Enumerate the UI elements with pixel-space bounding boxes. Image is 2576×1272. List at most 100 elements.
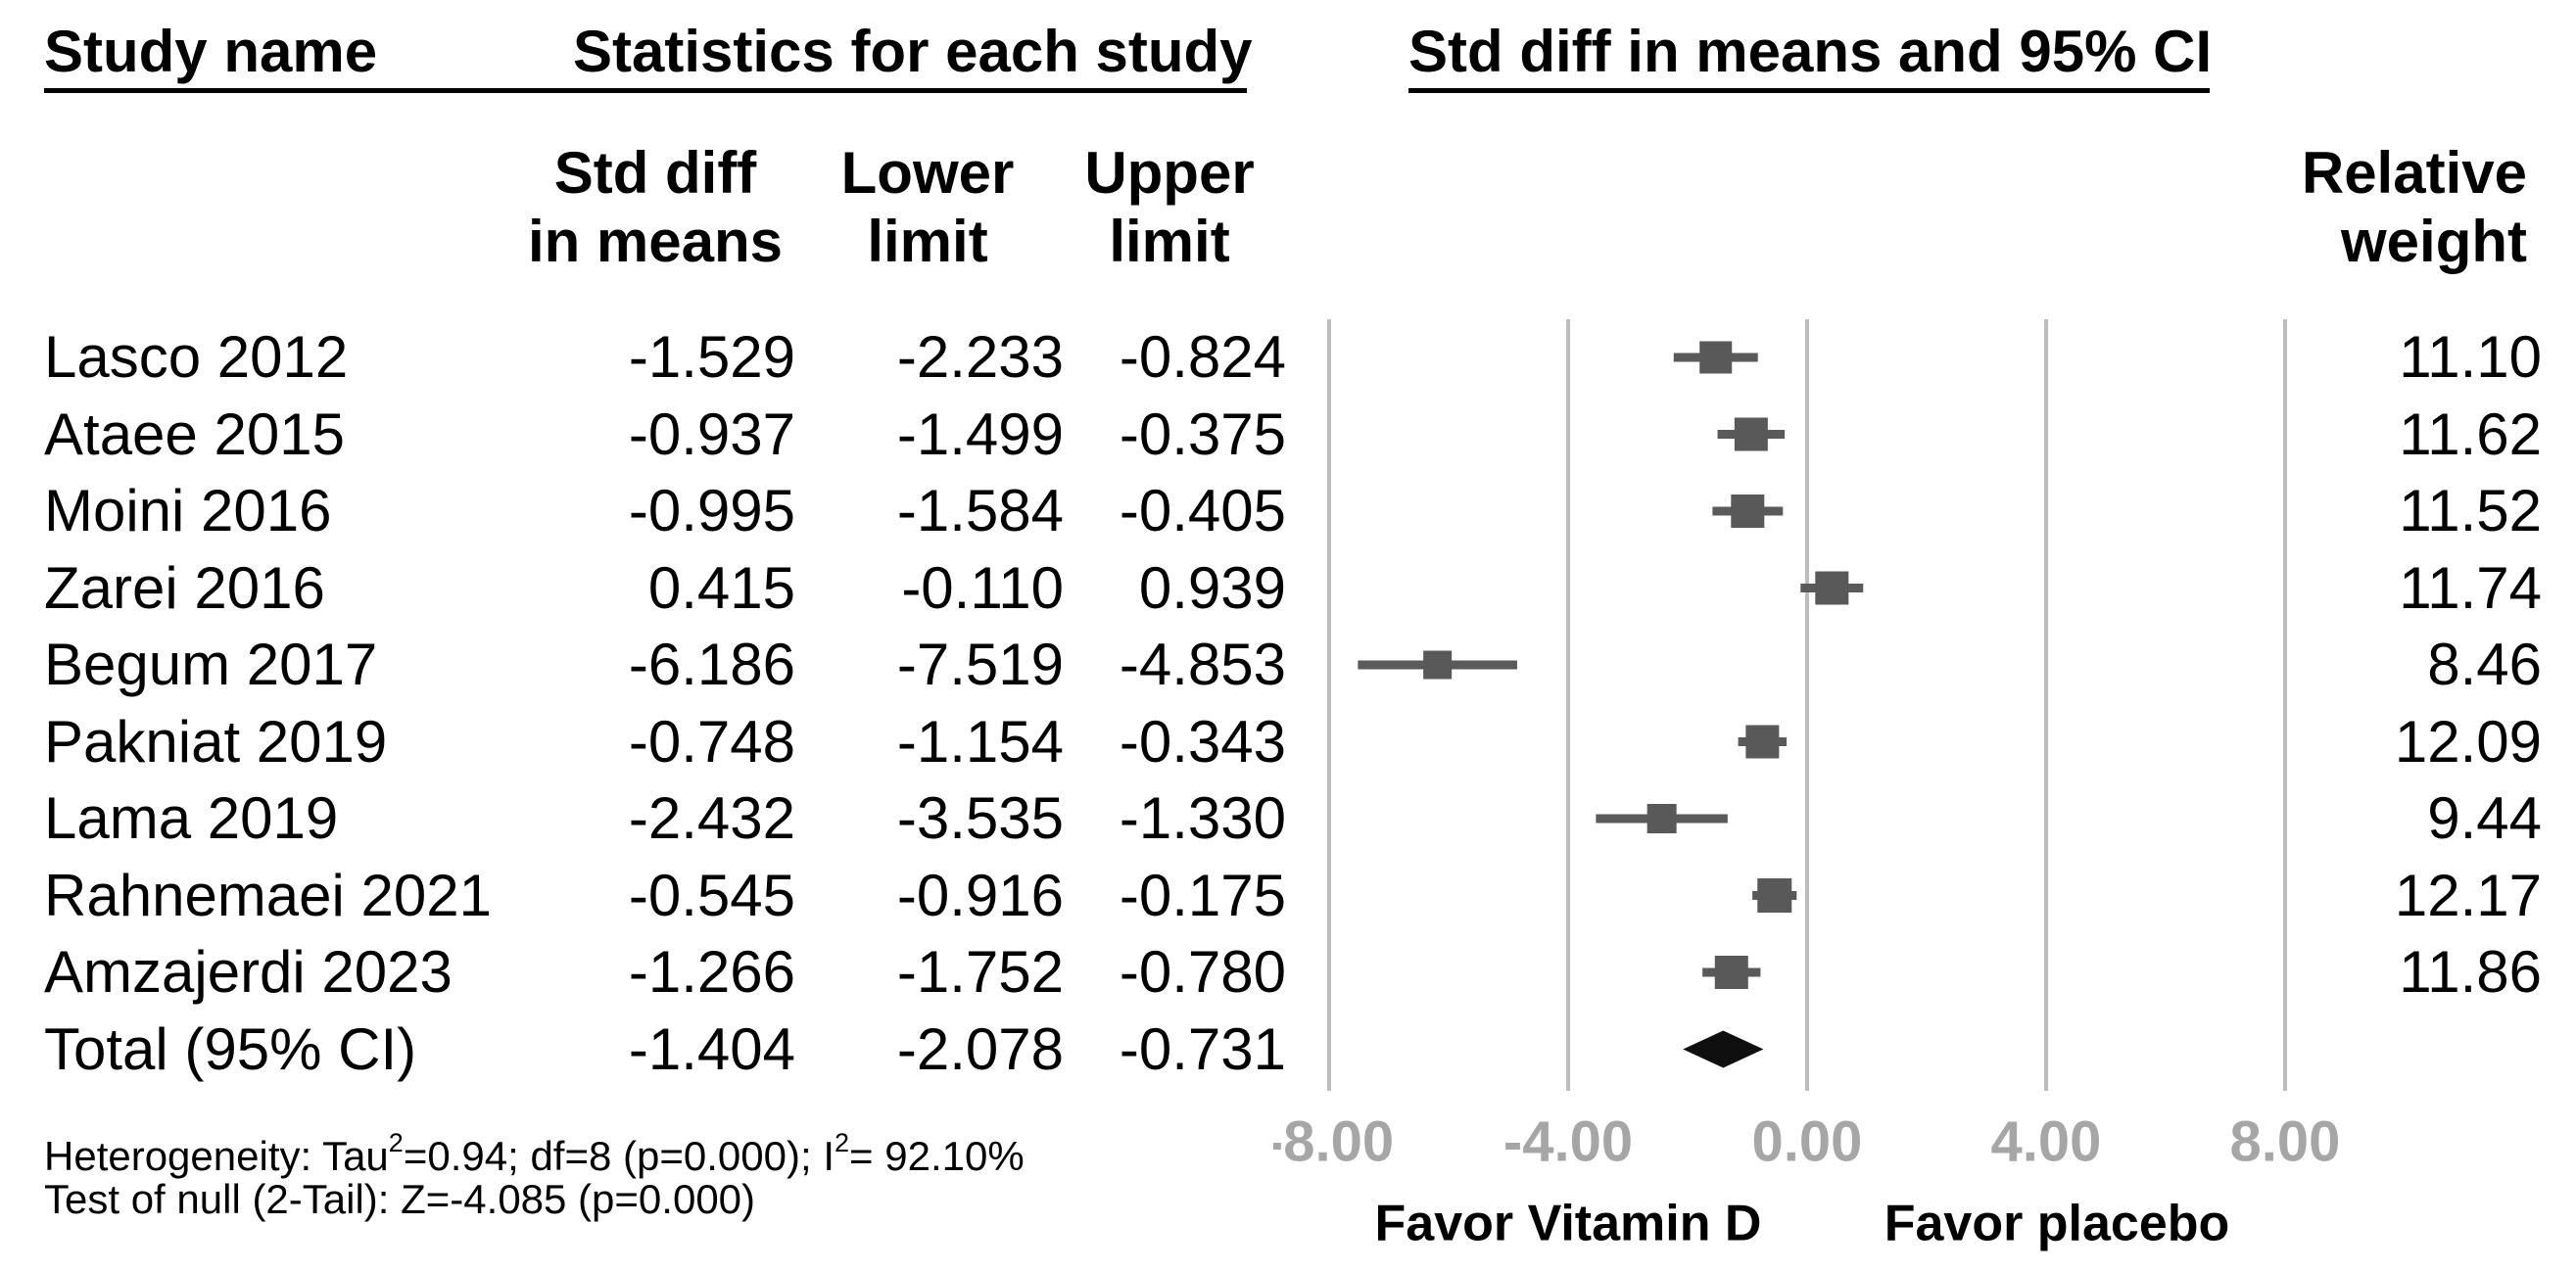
std-diff-cell: -0.748 [628,708,795,775]
upper-limit-cell: -0.731 [1119,1015,1286,1082]
study-name-cell: Zarei 2016 [44,554,325,621]
study-name-cell: Amzajerdi 2023 [44,939,453,1005]
effect-size-marker [1731,495,1765,528]
favor-left-label: Favor Vitamin D [1375,1196,1762,1252]
study-name-cell: Pakniat 2019 [44,708,388,775]
upper-limit-cell: -0.824 [1119,324,1286,390]
effect-size-marker [1757,878,1792,913]
table-row: Zarei 2016 0.415 -0.110 0.939 11.74 [0,550,2576,627]
table-row: Rahnemaei 2021 -0.545 -0.916 -0.175 12.17 [0,858,2576,934]
pooled-diamond [1683,1030,1764,1068]
relative-weight-cell: 9.44 [2427,785,2542,851]
relative-weight-cell: 11.86 [2399,939,2542,1005]
column-subheader-upper-limit: Upper limit [1023,139,1316,276]
relative-weight-cell: 11.74 [2399,554,2542,621]
upper-limit-cell: -4.853 [1119,632,1286,697]
std-diff-cell: -1.404 [628,1015,795,1082]
relative-weight-cell: 11.52 [2399,478,2542,543]
heterogeneity-text: Heterogeneity: Tau [44,1133,389,1179]
subheader-line-1: Std diff [553,140,757,206]
lower-limit-cell: -1.499 [896,400,1064,467]
table-row: Lama 2019 -2.432 -3.535 -1.330 9.44 [0,780,2576,857]
study-name-cell: Rahnemaei 2021 [44,862,493,928]
table-row: Ataee 2015 -0.937 -1.499 -0.375 11.62 [0,397,2576,473]
column-header-study-name: Study name [44,22,624,93]
table-row: Amzajerdi 2023 -1.266 -1.752 -0.780 11.86 [0,934,2576,1011]
relative-weight-cell: 11.62 [2399,400,2542,467]
effect-size-marker [1714,956,1748,989]
relative-weight-cell: 8.46 [2427,632,2542,697]
effect-size-marker [1745,725,1780,759]
study-name-cell: Total (95% CI) [44,1015,417,1082]
study-name-cell: Lasco 2012 [44,324,349,390]
effect-size-marker [1646,804,1677,833]
heterogeneity-text: =0.94; df=8 (p=0.000); I [403,1133,835,1179]
lower-limit-cell: -3.535 [896,785,1064,851]
study-name-cell: Lama 2019 [44,785,339,851]
table-row: Moini 2016 -0.995 -1.584 -0.405 11.52 [0,473,2576,549]
axis-tick-label: 8.00 [2230,1109,2341,1173]
heterogeneity-text: = 92.10% [849,1133,1025,1179]
column-subheader-std-diff: Std diff in means [508,139,802,276]
upper-limit-cell: -0.780 [1119,939,1286,1005]
std-diff-cell: -2.432 [628,785,795,851]
column-header-plot-group: Std diff in means and 95% CI [1408,22,2212,93]
upper-limit-cell: -1.330 [1119,785,1286,851]
subheader-line-2: in means [527,209,784,274]
favor-right-label: Favor placebo [1884,1196,2230,1252]
lower-limit-cell: -1.752 [896,939,1064,1005]
table-row: Pakniat 2019 -0.748 -1.154 -0.343 12.09 [0,704,2576,780]
lower-limit-cell: -1.584 [896,478,1064,543]
table-row: Lasco 2012 -1.529 -2.233 -0.824 11.10 [0,319,2576,396]
std-diff-cell: -0.995 [628,478,795,543]
study-name-cell: Ataee 2015 [44,400,345,467]
subheader-line-1: Upper [1084,140,1255,206]
tau-squared-superscript: 2 [388,1128,404,1157]
relative-weight-cell: 12.17 [2394,862,2542,928]
effect-size-marker [1699,341,1733,374]
std-diff-cell: -6.186 [628,632,795,697]
std-diff-cell: -0.937 [628,400,795,467]
upper-limit-cell: -0.343 [1119,708,1286,775]
subheader-line-2: weight [2341,209,2527,274]
column-header-statistics-group: Statistics for each study [573,22,1253,93]
table-row: Total (95% CI) -1.404 -2.078 -0.731 [0,1012,2576,1088]
lower-limit-cell: -2.233 [896,324,1064,390]
effect-size-marker [1423,650,1453,680]
lower-limit-cell: -7.519 [896,632,1064,697]
upper-limit-cell: 0.939 [1138,554,1286,621]
heterogeneity-note: Heterogeneity: Tau2=0.94; df=8 (p=0.000)… [44,1123,1025,1180]
relative-weight-cell: 12.09 [2394,708,2542,775]
axis-tick-label: -8.00 [1273,1109,1394,1173]
upper-limit-cell: -0.175 [1119,862,1286,928]
study-name-cell: Moini 2016 [44,478,332,543]
forest-plot-canvas: -8.00 -4.00 0.00 4.00 8.00 Favor Vitamin D Fav… [1273,319,2341,1252]
column-subheader-relative-weight: Relative weight [2233,139,2527,276]
effect-size-marker [1734,417,1768,451]
null-test-note: Test of null (2-Tail): Z=-4.085 (p=0.000… [44,1176,756,1222]
study-name-cell: Begum 2017 [44,632,378,697]
relative-weight-cell: 11.10 [2399,324,2542,390]
upper-limit-cell: -0.405 [1119,478,1286,543]
lower-limit-cell: -0.916 [896,862,1064,928]
table-row: Begum 2017 -6.186 -7.519 -4.853 8.46 [0,627,2576,703]
lower-limit-cell: -0.110 [901,554,1064,621]
subheader-line-1: Lower [840,140,1015,206]
std-diff-cell: -1.529 [628,324,795,390]
lower-limit-cell: -2.078 [896,1015,1064,1082]
i-squared-superscript: 2 [835,1128,850,1157]
subheader-line-2: limit [867,209,988,274]
axis-tick-label: -4.00 [1503,1109,1633,1173]
column-subheader-lower-limit: Lower limit [781,139,1074,276]
subheader-line-2: limit [1109,209,1230,274]
axis-tick-label: 4.00 [1991,1109,2102,1173]
std-diff-cell: 0.415 [647,554,795,621]
lower-limit-cell: -1.154 [896,708,1064,775]
axis-tick-label: 0.00 [1752,1109,1863,1173]
effect-size-marker [1815,571,1849,605]
subheader-line-1: Relative [2301,140,2527,206]
std-diff-cell: -0.545 [628,862,795,928]
std-diff-cell: -1.266 [628,939,795,1005]
upper-limit-cell: -0.375 [1119,400,1286,467]
